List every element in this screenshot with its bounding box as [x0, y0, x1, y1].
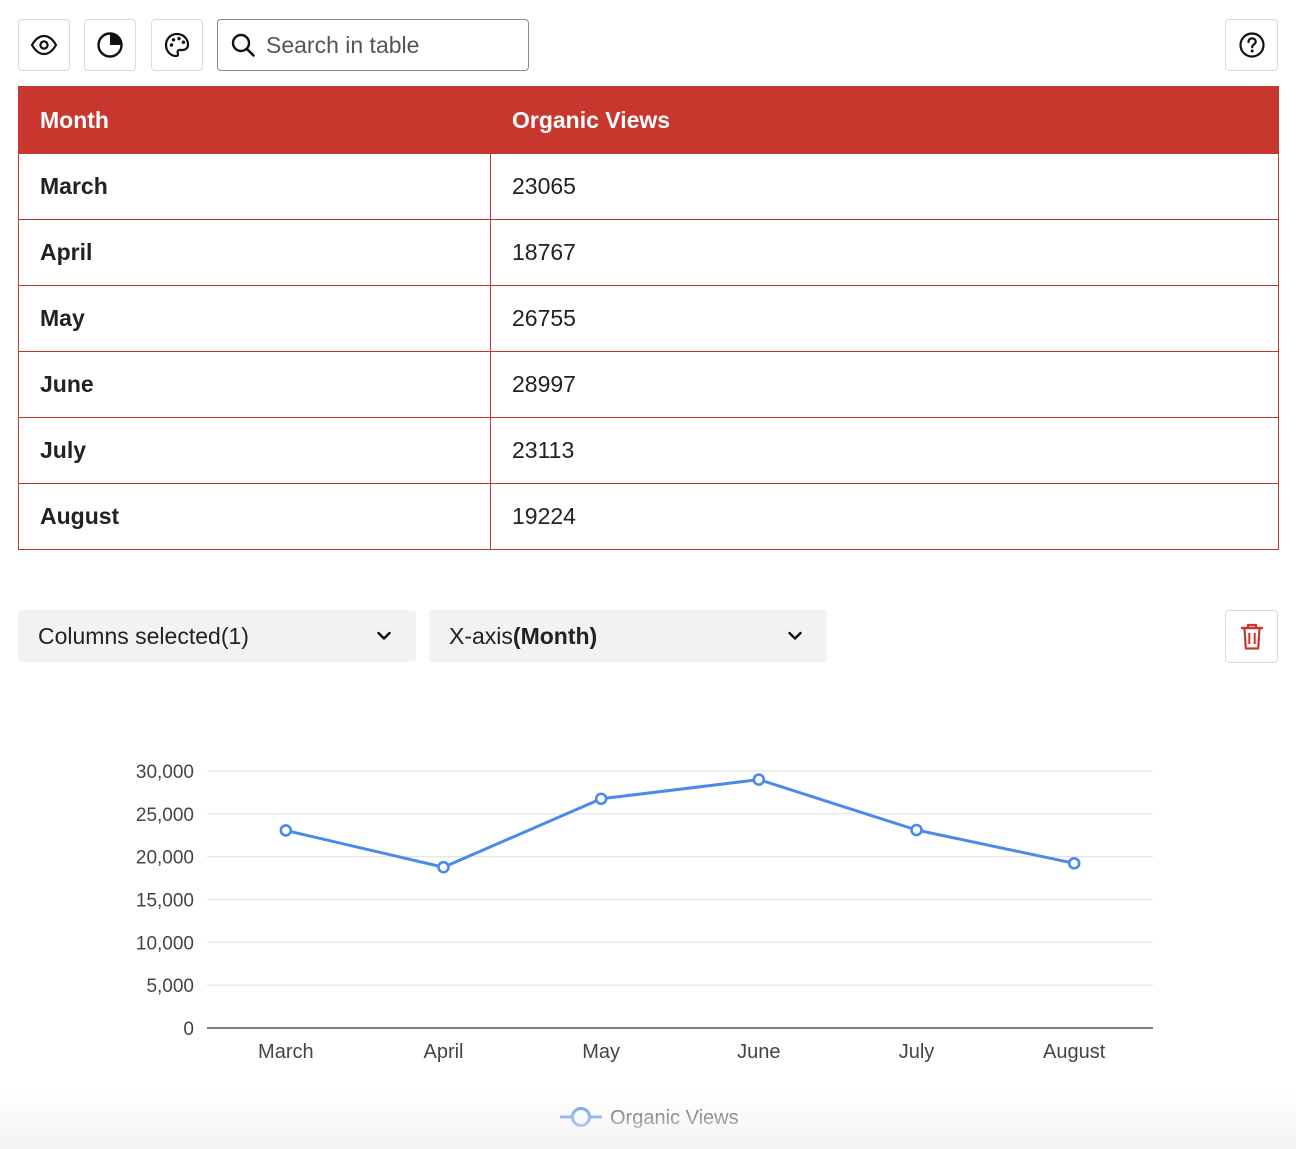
- data-point[interactable]: [437, 860, 450, 874]
- help-icon: [1238, 32, 1265, 58]
- eye-icon: [30, 34, 58, 56]
- visibility-button[interactable]: [18, 19, 70, 71]
- cell-month: March: [18, 153, 491, 220]
- columns-select-label: Columns selected: [38, 622, 221, 649]
- series-line: [285, 778, 1075, 869]
- x-tick-label: June: [737, 1041, 780, 1063]
- theme-button[interactable]: [151, 19, 203, 71]
- table-row: April 18767: [18, 219, 1279, 286]
- x-tick-label: April: [423, 1041, 463, 1063]
- x-tick-label: August: [1043, 1041, 1106, 1063]
- column-header-organic-views[interactable]: Organic Views: [490, 86, 1279, 154]
- chevron-down-icon: [788, 631, 802, 640]
- x-axis-select-value: (Month): [512, 622, 598, 649]
- search-input[interactable]: [266, 21, 516, 69]
- x-tick-label: March: [258, 1041, 314, 1063]
- column-header-month[interactable]: Month: [18, 86, 491, 154]
- cell-month: June: [18, 351, 491, 418]
- table-row: May 26755: [18, 285, 1279, 352]
- cell-organic-views: 26755: [490, 285, 1279, 352]
- chart-type-button[interactable]: [84, 19, 136, 71]
- table-header-row: Month Organic Views: [18, 86, 1279, 154]
- columns-select[interactable]: Columns selected(1): [18, 610, 416, 662]
- table-row: March 23065: [18, 153, 1279, 220]
- palette-icon: [164, 32, 190, 58]
- x-axis-ticks: March April May June July August: [258, 1041, 1106, 1063]
- line-chart: 30,000 25,000 20,000 15,000 10,000 5,000 0 Mar…: [136, 762, 1153, 1129]
- chart-legend[interactable]: Organic Views: [560, 1107, 739, 1129]
- cell-organic-views: 23113: [490, 417, 1279, 484]
- help-button[interactable]: [1225, 19, 1278, 71]
- y-axis-ticks: 30,000 25,000 20,000 15,000 10,000 5,000 0: [136, 762, 194, 1040]
- y-tick-label: 10,000: [136, 933, 194, 954]
- cell-month: April: [18, 219, 491, 286]
- data-table: Month Organic Views March 23065 April 18…: [18, 86, 1279, 550]
- x-tick-label: July: [899, 1041, 935, 1063]
- chart-gridlines: [207, 770, 1153, 1029]
- cell-organic-views: 19224: [490, 483, 1279, 550]
- data-point[interactable]: [279, 824, 293, 837]
- legend-label: Organic Views: [610, 1107, 739, 1129]
- search-icon: [231, 33, 255, 57]
- columns-select-count: (1): [220, 622, 249, 649]
- cell-month: August: [18, 483, 491, 550]
- search-box[interactable]: [217, 19, 529, 71]
- y-tick-label: 25,000: [136, 805, 194, 826]
- data-point[interactable]: [910, 823, 923, 837]
- y-tick-label: 20,000: [136, 848, 194, 869]
- chevron-down-icon: [377, 631, 391, 640]
- cell-organic-views: 28997: [490, 351, 1279, 418]
- cell-organic-views: 23065: [490, 153, 1279, 220]
- delete-chart-button[interactable]: [1225, 610, 1278, 663]
- x-axis-select-label: X-axis: [449, 622, 513, 649]
- data-point[interactable]: [752, 773, 766, 786]
- legend-point-marker: [571, 1107, 591, 1127]
- y-tick-label: 5,000: [146, 976, 194, 997]
- cell-month: July: [18, 417, 491, 484]
- table-row: June 28997: [18, 351, 1279, 418]
- x-axis-select-text: X-axis(Month): [449, 623, 597, 650]
- toolbar: [18, 19, 1278, 71]
- table-row: July 23113: [18, 417, 1279, 484]
- x-tick-label: May: [582, 1041, 620, 1063]
- trash-icon: [1240, 623, 1263, 650]
- chart-series: [279, 773, 1081, 874]
- cell-organic-views: 18767: [490, 219, 1279, 286]
- y-tick-label: 30,000: [136, 762, 194, 783]
- y-tick-label: 15,000: [136, 891, 194, 912]
- x-axis-select[interactable]: X-axis(Month): [429, 610, 827, 662]
- pie-chart-icon: [97, 32, 123, 58]
- data-point[interactable]: [594, 792, 608, 806]
- cell-month: May: [18, 285, 491, 352]
- y-tick-label: 0: [183, 1019, 194, 1040]
- table-row: August 19224: [18, 483, 1279, 550]
- columns-select-text: Columns selected(1): [38, 623, 249, 650]
- data-point[interactable]: [1067, 857, 1081, 870]
